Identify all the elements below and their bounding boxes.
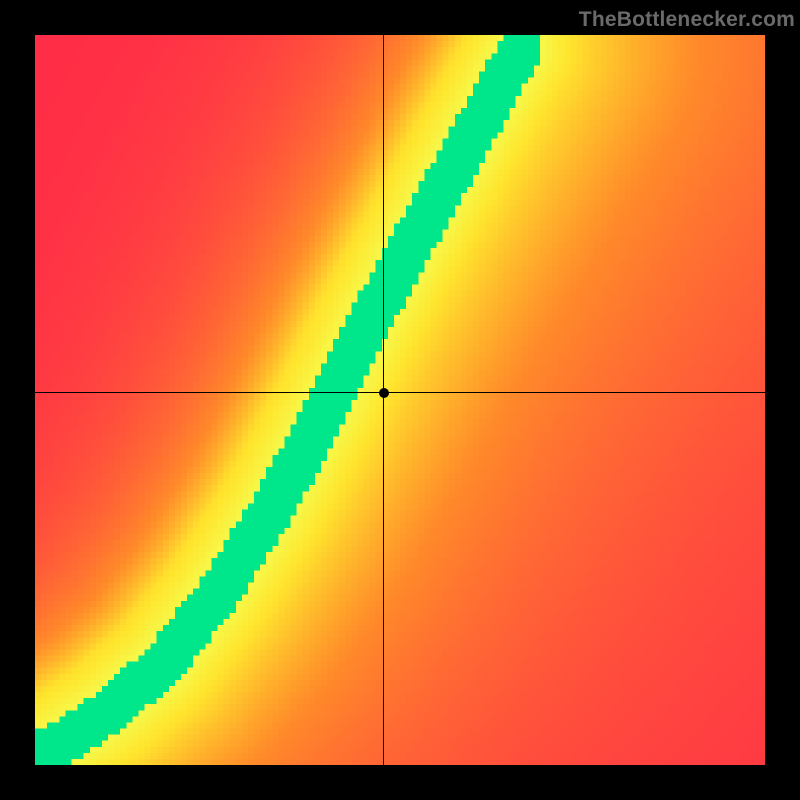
watermark-text: TheBottlenecker.com	[579, 8, 795, 32]
plot-area	[35, 35, 765, 765]
selection-marker	[379, 388, 389, 398]
crosshair-vertical	[383, 35, 384, 765]
chart-frame: TheBottlenecker.com	[0, 0, 800, 800]
crosshair-horizontal	[35, 392, 765, 393]
bottleneck-heatmap	[35, 35, 765, 765]
